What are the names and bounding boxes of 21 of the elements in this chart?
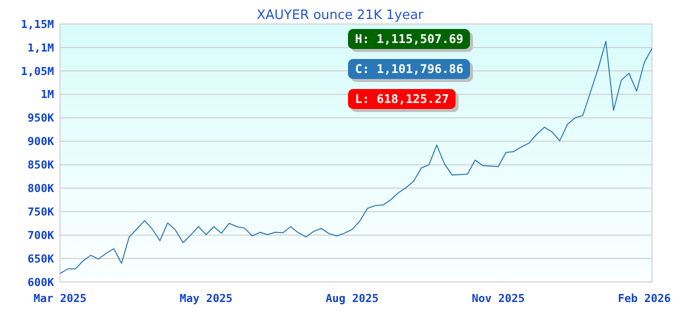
annotation: H: 1,115,507.69	[355, 32, 464, 46]
chart-title: XAUYER ounce 21K 1year	[256, 8, 424, 23]
y-tick-label: 650K	[28, 252, 54, 266]
y-tick-label: 700K	[28, 228, 54, 242]
y-tick-label: 900K	[28, 135, 54, 148]
y-tick-label: 950K	[28, 112, 54, 125]
y-tick-label: 800K	[28, 182, 54, 196]
y-tick-label: 1,05M	[20, 64, 54, 78]
annotation: L: 618,125.27	[355, 92, 449, 106]
x-tick-label: Feb 2026	[618, 292, 672, 305]
annotation: C: 1,101,796.86	[355, 62, 464, 76]
y-tick-label: 850K	[28, 158, 54, 172]
y-tick-label: 600K	[28, 276, 54, 289]
y-tick-label: 1M	[40, 88, 54, 102]
y-tick-label: 750K	[28, 205, 54, 218]
y-tick-label: 1,15M	[20, 18, 54, 31]
x-tick-label: May 2025	[180, 292, 233, 305]
y-tick-label: 1,1M	[28, 41, 54, 54]
x-tick-label: Mar 2025	[34, 292, 86, 305]
x-tick-label: Nov 2025	[472, 292, 525, 305]
x-tick-label: Aug 2025	[326, 292, 379, 305]
